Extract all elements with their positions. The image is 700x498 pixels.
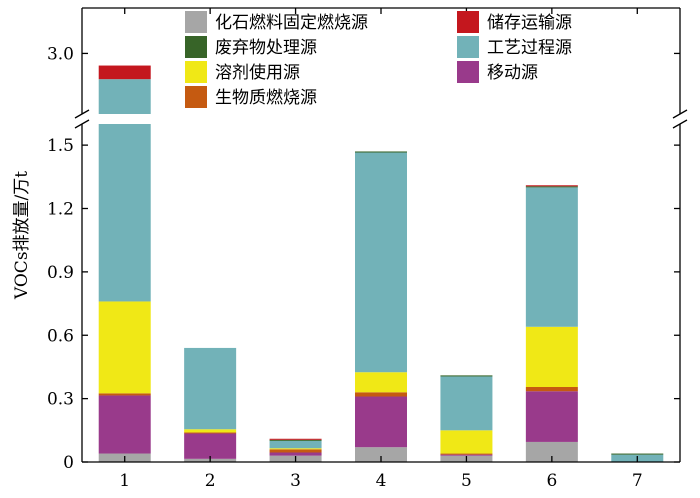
segment-2-series-2: [184, 432, 237, 434]
y-tick-label-2: 0.6: [47, 326, 74, 346]
legend-item-2: 生物质燃烧源: [185, 86, 317, 108]
segment-1-series-1: [98, 395, 151, 454]
y-tick-label-1: 0.3: [47, 390, 74, 410]
legend-item-6: 储存运输源: [457, 11, 572, 33]
legend-label-6: 储存运输源: [487, 13, 572, 33]
legend-label-0: 化石燃料固定燃烧源: [215, 13, 368, 33]
segment-2-series-4: [184, 347, 237, 430]
segment-3-series-2: [269, 449, 322, 453]
segment-6-series-3: [525, 326, 578, 388]
segment-4-series-0: [355, 447, 407, 462]
segment-6-series-6: [525, 185, 578, 187]
segment-4-series-3: [355, 372, 407, 393]
segment-1-series-6: [98, 65, 151, 80]
segment-1-series-3: [98, 301, 151, 394]
legend-swatch-1: [457, 61, 479, 83]
segment-6-series-1: [525, 391, 578, 442]
segment-5-series-5: [440, 375, 493, 377]
x-tick-label-3: 3: [290, 471, 301, 491]
break-mark-right-0: [672, 109, 688, 119]
bar-5: [440, 375, 493, 462]
segment-3-series-5: [269, 439, 322, 441]
segment-3-series-3: [269, 448, 322, 450]
x-tick-label-6: 6: [546, 471, 557, 491]
y-tick-label-0: 0: [63, 453, 74, 473]
segment-1-series-4: [98, 79, 151, 114]
y-tick-label-3: 0.9: [47, 263, 74, 283]
legend-item-0: 化石燃料固定燃烧源: [185, 11, 368, 33]
y-tick-label-4: 1.2: [47, 200, 74, 220]
x-tick-label-4: 4: [376, 471, 387, 491]
x-tick-label-7: 7: [632, 471, 643, 491]
segment-5-series-3: [440, 430, 493, 454]
legend-item-3: 溶剂使用源: [185, 61, 300, 83]
axes-layer: 0 0.3 0.6 0.9 1.2 1.5 3.0 1 2 3 4 5 6 7: [47, 7, 688, 491]
bar-1: [98, 65, 151, 462]
segment-4-series-2: [355, 392, 407, 397]
legend-swatch-2: [185, 86, 207, 108]
segment-3-series-4: [269, 440, 322, 449]
segment-2-series-1: [184, 433, 237, 459]
segment-1-series-2: [98, 393, 151, 396]
y-axis-title: VOCs排放量/万t: [12, 171, 32, 300]
axis-break-gap: [76, 115, 686, 123]
x-tick-label-5: 5: [461, 471, 472, 491]
segment-4-series-5: [355, 151, 407, 153]
legend-item-4: 工艺过程源: [457, 36, 572, 58]
legend-swatch-4: [457, 36, 479, 58]
segment-6-series-5: [525, 186, 578, 188]
x-tick-label-1: 1: [119, 471, 130, 491]
legend-label-3: 溶剂使用源: [215, 62, 300, 83]
y-tick-label-5: 1.5: [47, 136, 74, 156]
legend-label-5: 废弃物处理源: [215, 38, 317, 58]
segment-7-series-5: [611, 453, 664, 455]
bar-2: [184, 347, 237, 462]
bar-4: [355, 151, 407, 462]
segment-6-series-4: [525, 187, 578, 327]
segment-3-series-1: [269, 452, 322, 456]
segment-5-series-1: [440, 454, 493, 456]
segment-5-series-4: [440, 376, 493, 431]
segment-4-series-1: [355, 396, 407, 448]
legend-swatch-6: [457, 11, 479, 33]
segment-3-series-6: [269, 438, 322, 440]
segment-6-series-2: [525, 387, 578, 392]
x-tick-label-2: 2: [205, 471, 216, 491]
legend-label-4: 工艺过程源: [487, 38, 572, 58]
legend-label-1: 移动源: [487, 63, 538, 83]
segment-1-series-4: [98, 124, 151, 302]
segment-6-series-0: [525, 441, 578, 462]
segment-4-series-4: [355, 152, 407, 373]
bars-layer: [98, 65, 664, 462]
legend-swatch-5: [185, 36, 207, 58]
segment-5-series-2: [440, 453, 493, 455]
break-mark-right-1: [672, 119, 688, 129]
break-mark-left-1: [74, 119, 90, 129]
legend-swatch-0: [185, 11, 207, 33]
break-mark-left-0: [74, 109, 90, 119]
legend-label-2: 生物质燃烧源: [215, 88, 317, 108]
bar-6: [525, 185, 578, 462]
legend-item-5: 废弃物处理源: [185, 36, 317, 58]
y-tick-upper-label-0: 3.0: [47, 44, 74, 64]
legend-item-1: 移动源: [457, 61, 538, 83]
segment-2-series-3: [184, 429, 237, 433]
legend-swatch-3: [185, 61, 207, 83]
